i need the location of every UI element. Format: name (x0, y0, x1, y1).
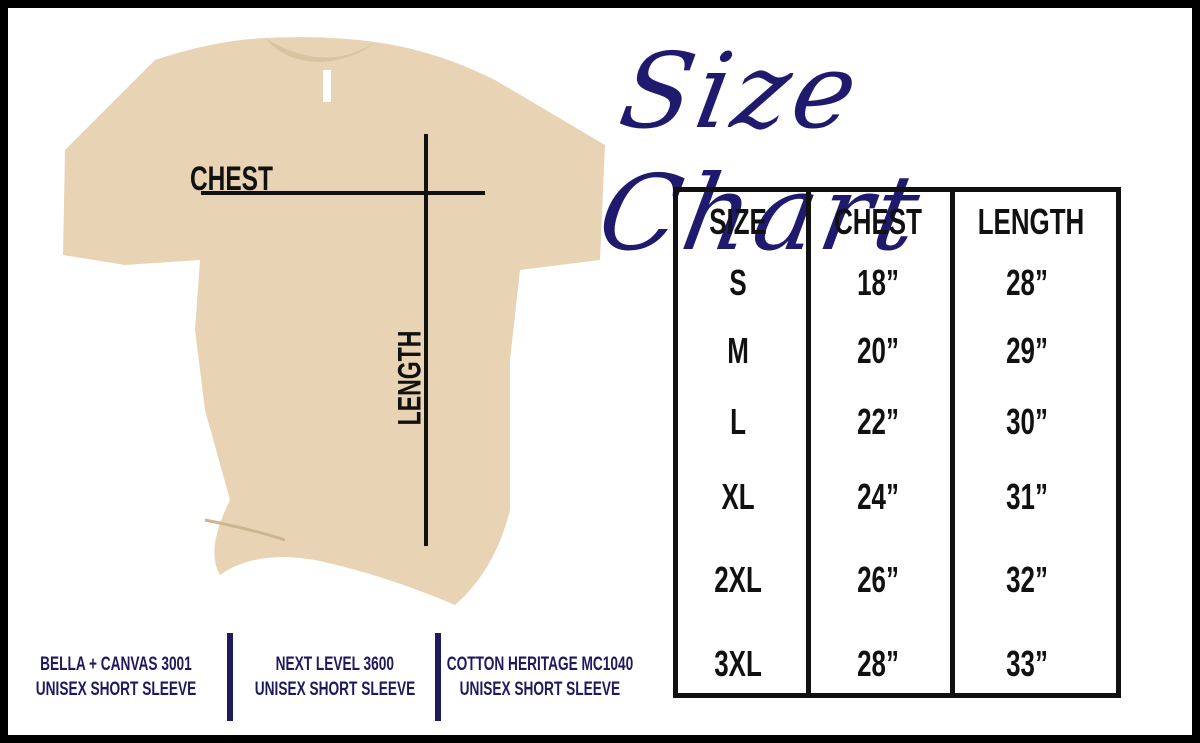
length-measure-line (424, 134, 428, 546)
header-chest: CHEST (834, 201, 922, 242)
brand-divider (435, 633, 441, 721)
cell-size: XL (721, 476, 755, 517)
cell-length: 32” (1006, 559, 1048, 600)
cell-size: 2XL (714, 559, 762, 600)
header-size: SIZE (709, 201, 767, 242)
brand-next-level: NEXT LEVEL 3600 UNISEX SHORT SLEEVE (254, 654, 416, 700)
chest-measure-line (201, 191, 485, 195)
cell-size: M (727, 330, 749, 371)
cell-chest: 24” (857, 476, 899, 517)
cell-size: L (730, 401, 746, 442)
cell-chest: 20” (857, 330, 899, 371)
shirt-tag (323, 70, 331, 102)
cell-length: 33” (1006, 643, 1048, 684)
column-divider (806, 192, 811, 693)
cell-chest: 18” (857, 262, 899, 303)
cell-size: 3XL (714, 643, 762, 684)
cell-chest: 22” (857, 401, 899, 442)
chest-label: CHEST (190, 160, 273, 198)
size-table (673, 187, 1121, 698)
cell-size: S (729, 262, 747, 303)
header-length: LENGTH (977, 201, 1085, 242)
tshirt-diagram (63, 37, 605, 606)
length-label: LENGTH (391, 330, 428, 426)
tshirt-image (63, 37, 605, 606)
cell-chest: 26” (857, 559, 899, 600)
cell-length: 29” (1006, 330, 1048, 371)
brand-divider (227, 633, 233, 721)
cell-length: 28” (1006, 262, 1048, 303)
brand-bella-canvas: BELLA + CANVAS 3001 UNISEX SHORT SLEEVE (35, 654, 197, 700)
cell-length: 30” (1006, 401, 1048, 442)
column-divider (950, 192, 955, 693)
cell-length: 31” (1006, 476, 1048, 517)
page-title: Size Chart (590, 30, 932, 274)
cell-chest: 28” (857, 643, 899, 684)
brand-cotton-heritage: COTTON HERITAGE MC1040 UNISEX SHORT SLEEV… (446, 654, 634, 700)
